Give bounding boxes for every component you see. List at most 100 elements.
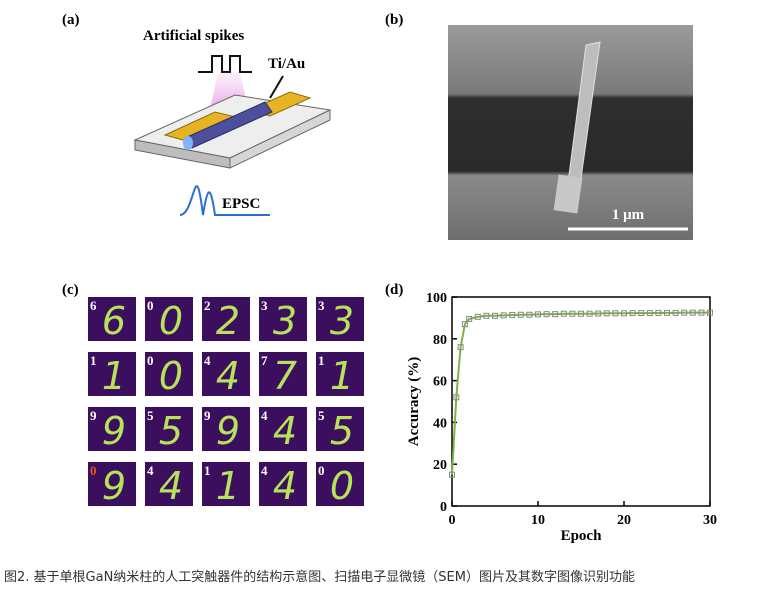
sem-pillar-base: [553, 174, 583, 214]
digit-label: 9: [204, 408, 211, 423]
digit-image: [316, 462, 364, 506]
point-marker: [461, 321, 468, 328]
digit-image-glyph: 4: [159, 464, 183, 508]
pillar-end: [183, 136, 193, 150]
point-marker: [681, 309, 688, 316]
digit-label: 1: [204, 463, 211, 478]
point-marker: [474, 313, 481, 320]
digit-image-glyph: 7: [273, 354, 297, 398]
point-marker: [638, 310, 645, 317]
digit-label: 0: [318, 463, 325, 478]
digit-image-glyph: 0: [159, 354, 183, 398]
point-marker: [500, 312, 507, 319]
plot-frame: [451, 296, 711, 507]
digit-image: [202, 297, 250, 341]
caption: 图2. 基于单根GaN纳米柱的人工突触器件的结构示意图、扫描电子显微镜（SEM）…: [4, 569, 635, 585]
y-tick-label: 80: [433, 333, 447, 348]
digit-image-glyph: 9: [102, 409, 126, 453]
digit-image-glyph: 0: [330, 464, 354, 508]
point-marker: [595, 310, 602, 317]
digit-image: [259, 407, 307, 451]
digit-image: [259, 352, 307, 396]
digit-image: [202, 407, 250, 451]
digit-label: 3: [318, 298, 325, 313]
point-marker: [586, 310, 593, 317]
panel-label: (a): [62, 12, 80, 28]
arrow: [269, 75, 284, 99]
point-marker: [492, 312, 498, 319]
y-tick-label: 0: [440, 500, 447, 515]
point-marker: [655, 309, 662, 316]
accuracy-chart: 0 20 40 60 80 100 0 10 20 30 Epoch Accuracy (%): [406, 291, 717, 544]
digit-label: 1: [90, 353, 97, 368]
point-marker: [672, 309, 679, 316]
digit-image: [145, 352, 193, 396]
point-marker: [612, 310, 619, 317]
digit-label: 4: [261, 463, 268, 478]
digit-image: [88, 407, 136, 451]
electrode-label: Ti/Au: [268, 56, 305, 72]
point-marker: [646, 310, 653, 317]
point-marker: [517, 311, 524, 318]
point-marker: [509, 311, 516, 318]
x-axis-label: Epoch: [561, 528, 603, 544]
y-tick-label: 100: [426, 291, 447, 306]
point-marker: [526, 311, 533, 318]
scale-label: 1 μm: [612, 207, 645, 223]
point-marker: [664, 309, 670, 316]
digit-image: [202, 462, 250, 506]
digit-image: [145, 462, 193, 506]
digit-image: [145, 407, 193, 451]
digit-label: 0: [147, 353, 154, 368]
point-marker: [535, 311, 541, 318]
digit-image-glyph: 4: [273, 409, 297, 453]
substrate-side: [229, 109, 331, 169]
epsc-trace: [179, 185, 270, 216]
point-marker: [560, 310, 567, 317]
digit-label: 7: [261, 353, 268, 368]
point-marker: [578, 310, 584, 317]
digit-image-glyph: 3: [330, 299, 354, 343]
point-marker: [453, 394, 460, 401]
digit-image-glyph: 4: [216, 354, 240, 398]
digit-image-glyph: 4: [273, 464, 297, 508]
digit-image: [88, 352, 136, 396]
digit-label: 1: [318, 353, 325, 368]
digit-label: 5: [318, 408, 325, 423]
point-marker: [457, 344, 464, 351]
digit-image-glyph: 6: [102, 299, 126, 343]
panel-label: (d): [385, 282, 403, 298]
digit-image-glyph: 9: [102, 464, 126, 508]
digit-image-glyph: 5: [330, 409, 354, 453]
digit-label: 6: [90, 298, 97, 313]
panel-label: (c): [62, 282, 79, 298]
point-marker: [603, 310, 610, 317]
x-tick-label: 0: [449, 513, 456, 528]
x-tick-label: 10: [531, 513, 545, 528]
digit-image-glyph: 3: [273, 299, 297, 343]
digit-label: 0: [90, 463, 97, 478]
point-marker: [569, 310, 576, 317]
digit-image: [145, 297, 193, 341]
digit-image: [259, 462, 307, 506]
y-tick-label: 40: [433, 416, 447, 431]
spikes-label: Artificial spikes: [143, 28, 244, 44]
digit-image-glyph: 0: [159, 299, 183, 343]
digit-image: [88, 462, 136, 506]
digit-image: [259, 297, 307, 341]
digit-image: [202, 352, 250, 396]
point-marker: [698, 309, 705, 316]
point-marker: [466, 315, 473, 322]
point-marker: [483, 312, 490, 319]
point-marker: [707, 309, 713, 316]
point-marker: [449, 471, 455, 478]
digit-label: 2: [204, 298, 211, 313]
digit-label: 4: [261, 408, 268, 423]
digit-image-glyph: 1: [330, 354, 354, 398]
x-tick-label: 30: [703, 513, 717, 528]
spike-train: [198, 55, 252, 73]
point-marker: [552, 311, 559, 318]
digit-label: 4: [204, 353, 211, 368]
y-tick-label: 60: [433, 375, 447, 390]
